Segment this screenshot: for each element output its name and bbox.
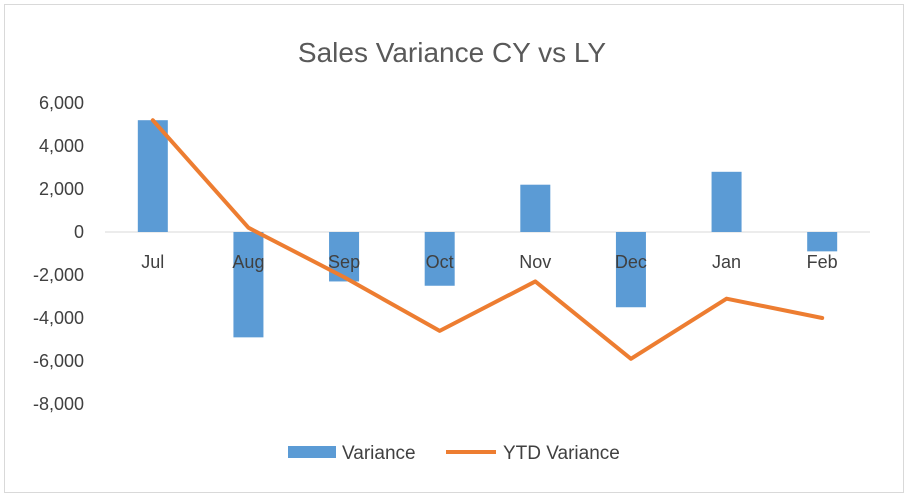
legend: Variance YTD Variance	[288, 443, 620, 464]
y-tick-label: -2,000	[33, 265, 84, 285]
category-label: Dec	[615, 252, 647, 272]
category-labels: Jul Aug Sep Oct Nov Dec Jan Feb	[141, 252, 837, 272]
y-tick-label: 4,000	[39, 136, 84, 156]
variance-bar	[520, 184, 551, 232]
y-tick-label: 6,000	[39, 93, 84, 113]
category-label: Sep	[328, 252, 360, 272]
y-tick-label: -8,000	[33, 394, 84, 414]
variance-bar	[137, 120, 168, 232]
variance-bar	[615, 232, 646, 308]
category-label: Nov	[519, 252, 551, 272]
legend-label-ytd: YTD Variance	[503, 443, 620, 464]
chart-title: Sales Variance CY vs LY	[298, 37, 606, 68]
category-label: Oct	[426, 252, 454, 272]
y-axis-ticks: 6,000 4,000 2,000 0 -2,000 -4,000 -6,000 -8,000	[33, 93, 84, 414]
category-label: Aug	[232, 252, 264, 272]
y-tick-label: 2,000	[39, 179, 84, 199]
y-tick-label: -6,000	[33, 351, 84, 371]
legend-swatch-variance	[288, 446, 336, 458]
variance-bar	[233, 232, 264, 338]
ytd-variance-line	[150, 118, 825, 361]
category-label: Jul	[141, 252, 164, 272]
ytd-line	[150, 118, 825, 361]
variance-bar	[711, 171, 742, 232]
legend-label-variance: Variance	[342, 443, 416, 464]
y-tick-label: -4,000	[33, 308, 84, 328]
variance-bars	[137, 120, 838, 338]
category-label: Feb	[807, 252, 838, 272]
variance-bar	[807, 232, 838, 252]
variance-bar	[424, 232, 455, 286]
category-label: Jan	[712, 252, 741, 272]
y-tick-label: 0	[74, 222, 84, 242]
